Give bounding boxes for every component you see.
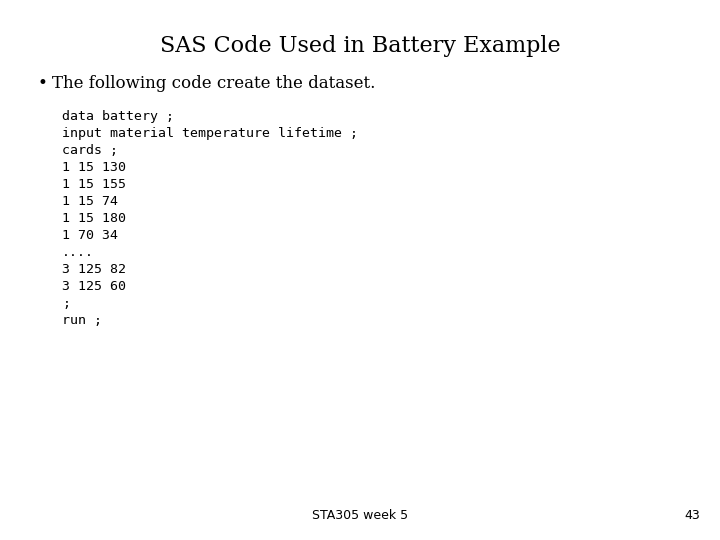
Text: 43: 43: [684, 509, 700, 522]
Text: input material temperature lifetime ;: input material temperature lifetime ;: [62, 127, 358, 140]
Text: cards ;: cards ;: [62, 144, 118, 157]
Text: 1 15 130: 1 15 130: [62, 161, 126, 174]
Text: data battery ;: data battery ;: [62, 110, 174, 123]
Text: ....: ....: [62, 246, 94, 259]
Text: 1 70 34: 1 70 34: [62, 229, 118, 242]
Text: 1 15 180: 1 15 180: [62, 212, 126, 225]
Text: 3 125 82: 3 125 82: [62, 263, 126, 276]
Text: 3 125 60: 3 125 60: [62, 280, 126, 293]
Text: SAS Code Used in Battery Example: SAS Code Used in Battery Example: [160, 35, 560, 57]
Text: 1 15 74: 1 15 74: [62, 195, 118, 208]
Text: run ;: run ;: [62, 314, 102, 327]
Text: •: •: [38, 75, 48, 92]
Text: 1 15 155: 1 15 155: [62, 178, 126, 191]
Text: ;: ;: [62, 297, 70, 310]
Text: The following code create the dataset.: The following code create the dataset.: [52, 75, 375, 92]
Text: STA305 week 5: STA305 week 5: [312, 509, 408, 522]
